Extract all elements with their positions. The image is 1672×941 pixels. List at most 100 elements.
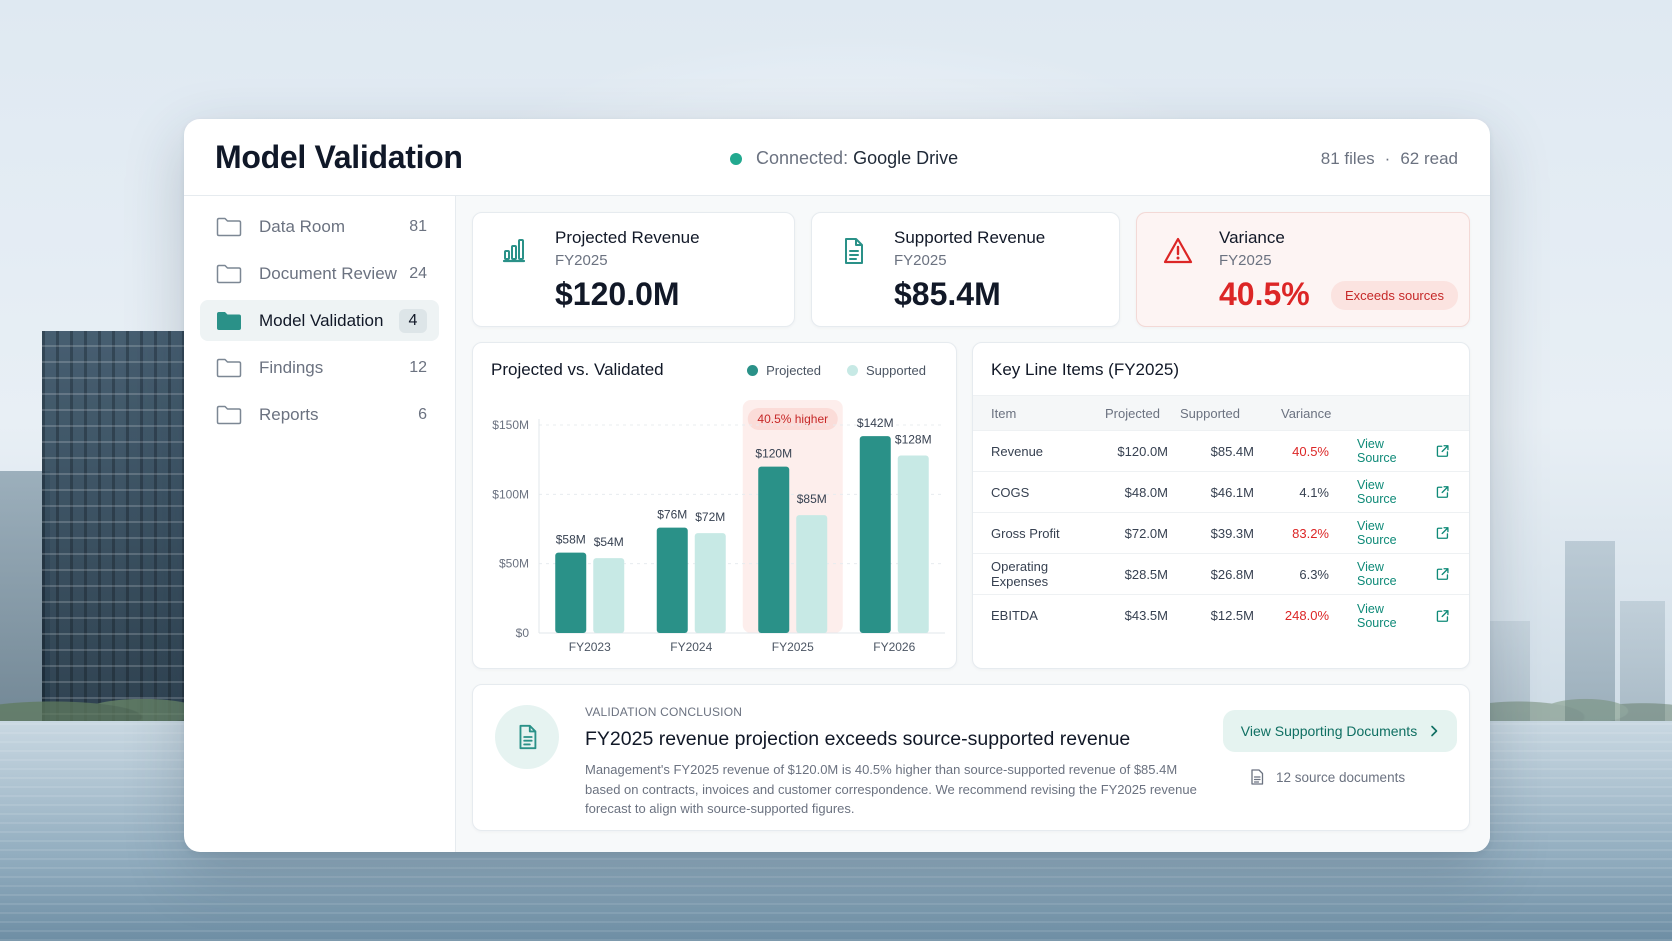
connection-label: Connected:: [756, 148, 849, 168]
line-items-card: Key Line Items (FY2025) Item Projected S…: [972, 342, 1470, 669]
legend-swatch: [747, 365, 759, 376]
kpi-card-projected-revenue: Projected Revenue FY2025 $120.0M: [472, 212, 795, 327]
sidebar-item-reports[interactable]: Reports 6: [200, 394, 439, 435]
chart-card: 40.5% higher $0 $50M $100M $150M $58M $54M FY20…: [472, 342, 957, 669]
warning-icon: [1163, 237, 1193, 264]
kpi-title: Projected Revenue: [555, 228, 700, 247]
sidebar: Data Room 81 Document Review 24 Model Valida…: [184, 196, 456, 852]
table-row: Gross Profit $72.0M $39.3M 83.2% View Source: [973, 513, 1469, 554]
bar-data-label: $120M: [755, 447, 792, 461]
cell-projected: $120.0M: [1117, 443, 1168, 459]
external-link-icon: [1436, 609, 1449, 622]
sidebar-item-document-review[interactable]: Document Review 24: [200, 253, 439, 294]
background-building: [1565, 541, 1615, 731]
conclusion-title: FY2025 revenue projection exceeds source…: [585, 728, 1131, 750]
view-source-label: View Source: [1357, 601, 1397, 630]
button-label: View Supporting Documents: [1240, 723, 1418, 739]
sidebar-item-findings[interactable]: Findings 12: [200, 347, 439, 388]
table-row: Revenue $120.0M $85.4M 40.5% View Source: [973, 431, 1469, 472]
bar-chart-icon: [502, 239, 526, 263]
cell-item: Gross Profit: [991, 525, 1060, 541]
view-source-link[interactable]: View Source: [1329, 437, 1449, 465]
view-source-link[interactable]: View Source: [1329, 602, 1449, 630]
view-source-label: View Source: [1357, 437, 1397, 465]
cell-supported: $39.3M: [1210, 525, 1254, 541]
conclusion-icon-badge: [495, 705, 559, 769]
x-tick-label: FY2023: [569, 640, 611, 654]
folder-icon: [216, 264, 242, 283]
kpi-title: Variance: [1219, 228, 1285, 247]
folder-filled-icon: [217, 311, 241, 330]
validation-conclusion-card: VALIDATION CONCLUSION FY2025 revenue pro…: [472, 684, 1470, 831]
sidebar-item-model-validation[interactable]: Model Validation 4: [200, 300, 439, 341]
connected-dot-icon: [730, 152, 742, 165]
app-window: Model Validation Connected: Google Drive…: [184, 119, 1490, 852]
view-source-link[interactable]: View Source: [1329, 519, 1449, 547]
conclusion-kicker: VALIDATION CONCLUSION: [585, 705, 743, 719]
chart-title: Projected vs. Validated: [491, 360, 664, 379]
cell-supported: $46.1M: [1210, 484, 1254, 500]
document-icon: [519, 724, 537, 750]
legend-swatch: [847, 365, 858, 376]
chart-legend: Projected Supported: [747, 363, 926, 378]
cell-projected: $43.5M: [1124, 608, 1168, 623]
cell-supported: $12.5M: [1210, 608, 1254, 623]
column-header-variance: Variance: [1281, 405, 1332, 421]
legend-item-supported: Supported: [847, 363, 926, 378]
sidebar-item-count: 4: [399, 308, 427, 333]
view-source-link[interactable]: View Source: [1329, 478, 1449, 506]
bar-data-label: $72M: [695, 510, 725, 524]
column-header-item: Item: [991, 405, 1017, 421]
folder-icon: [216, 358, 242, 377]
view-supporting-documents-button[interactable]: View Supporting Documents: [1223, 710, 1457, 752]
column-header-supported: Supported: [1180, 405, 1240, 421]
x-tick-label: FY2025: [772, 640, 814, 654]
bar-projected-fy2024: [656, 527, 688, 633]
bar-supported-fy2024: [694, 533, 726, 633]
bar-data-label: $128M: [895, 433, 932, 447]
kpi-card-variance: Variance FY2025 40.5% Exceeds sources: [1136, 212, 1470, 327]
external-link-icon: [1436, 445, 1449, 457]
folder-icon: [216, 405, 242, 424]
sidebar-item-data-room[interactable]: Data Room 81: [200, 206, 439, 247]
cell-item: COGS: [991, 484, 1030, 500]
view-source-label: View Source: [1357, 478, 1397, 506]
legend-label: Supported: [866, 363, 926, 378]
kpi-value: $120.0M: [555, 276, 680, 312]
kpi-value: $85.4M: [894, 276, 1001, 312]
sidebar-item-label: Model Validation: [259, 310, 384, 330]
bar-data-label: $76M: [657, 508, 687, 522]
highlight-band: [742, 400, 843, 633]
background-building: [42, 331, 192, 731]
table-row: Operating Expenses $28.5M $26.8M 6.3% View S…: [973, 554, 1469, 595]
kpi-period: FY2025: [894, 252, 947, 269]
bar-supported-fy2025: [796, 515, 828, 633]
read-count: 62 read: [1400, 149, 1458, 168]
view-source-link[interactable]: View Source: [1329, 560, 1449, 588]
table-row: EBITDA $43.5M $12.5M 248.0% View Source: [973, 595, 1469, 636]
sidebar-item-count: 81: [409, 217, 427, 235]
bar-supported-fy2023: [593, 558, 625, 633]
bar-projected-fy2026: [859, 436, 891, 633]
table-title: Key Line Items (FY2025): [991, 360, 1180, 379]
document-icon: [1251, 769, 1264, 785]
legend-label: Projected: [766, 363, 821, 378]
kpi-title: Supported Revenue: [894, 228, 1046, 247]
cell-variance: 4.1%: [1299, 484, 1329, 500]
sidebar-item-count: 6: [418, 405, 427, 423]
page-title: Model Validation: [215, 138, 463, 175]
kpi-card-supported-revenue: Supported Revenue FY2025 $85.4M: [811, 212, 1120, 327]
cell-supported: $85.4M: [1210, 443, 1254, 459]
chevron-right-icon: [1431, 725, 1438, 737]
bar-chart: 40.5% higher $0 $50M $100M $150M $58M $54M FY20…: [492, 400, 945, 654]
file-stats: 81 files · 62 read: [1321, 149, 1458, 169]
kpi-period: FY2025: [1219, 252, 1272, 269]
external-link-icon: [1436, 527, 1449, 539]
cell-projected: $48.0M: [1124, 484, 1168, 500]
external-link-icon: [1436, 568, 1449, 580]
y-tick-label: $50M: [499, 557, 529, 571]
cell-item: Revenue: [991, 443, 1044, 459]
kpi-value: 40.5%: [1219, 276, 1310, 312]
line-items-table: Item Projected Supported Variance Revenu…: [973, 395, 1469, 636]
sidebar-item-label: Document Review: [259, 263, 397, 283]
